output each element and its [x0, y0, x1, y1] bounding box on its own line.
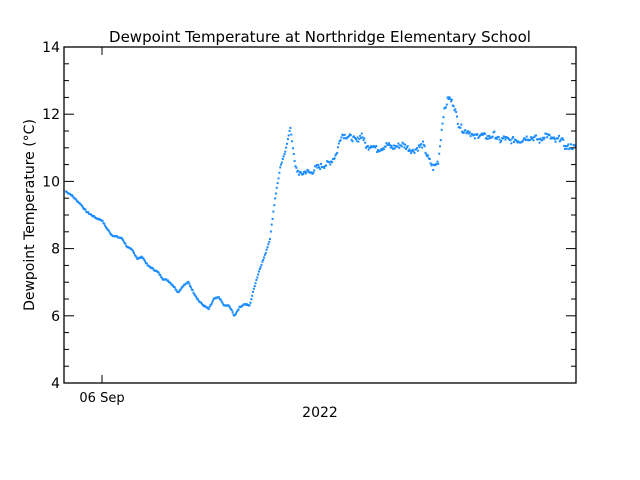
- y-axis: 4 6 8 10 12 14: [42, 40, 576, 392]
- y-tick-label: 4: [51, 376, 60, 392]
- y-tick-label: 12: [42, 107, 60, 123]
- x-axis: 06 Sep: [79, 47, 125, 406]
- data-points: [65, 96, 577, 317]
- x-axis-label: 2022: [302, 405, 338, 421]
- y-tick-label: 6: [51, 309, 60, 325]
- y-tick-label: 14: [42, 40, 60, 56]
- y-tick-label: 8: [51, 242, 60, 258]
- plot-frame: [63, 46, 577, 384]
- x-tick-label: 06 Sep: [79, 391, 124, 406]
- y-tick-label: 10: [42, 174, 60, 190]
- chart-title: Dewpoint Temperature at Northridge Eleme…: [109, 28, 531, 46]
- y-axis-label: Dewpoint Temperature (°C): [22, 119, 38, 311]
